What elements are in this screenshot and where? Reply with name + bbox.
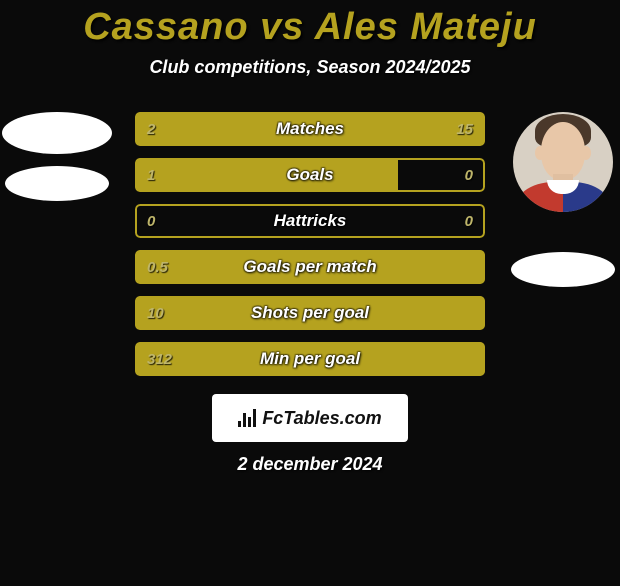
stat-value-left: 0.5 (147, 250, 168, 284)
player1-avatar (2, 112, 112, 154)
stat-row: Matches2 15 (135, 112, 485, 146)
stat-value-left: 312 (147, 342, 172, 376)
player1-column (2, 112, 112, 201)
stat-value-right: 0 (465, 204, 473, 238)
stat-label: Shots per goal (135, 296, 485, 330)
stat-row: Hattricks0 0 (135, 204, 485, 238)
stat-label: Min per goal (135, 342, 485, 376)
player2-column (508, 112, 618, 287)
stat-value-right: 15 (456, 112, 473, 146)
footer-date: 2 december 2024 (0, 454, 620, 475)
player2-club-badge (511, 252, 615, 287)
vs-separator: vs (260, 6, 304, 48)
stat-bars: Matches215Goals10Hattricks00Goals per ma… (135, 112, 485, 376)
stat-row: Shots per goal10 (135, 296, 485, 330)
comparison-area: Matches215Goals10Hattricks00Goals per ma… (0, 112, 620, 376)
subtitle: Club competitions, Season 2024/2025 (0, 57, 620, 78)
stat-value-left: 0 (147, 204, 155, 238)
player1-name: Cassano (83, 6, 248, 48)
stat-value-left: 10 (147, 296, 164, 330)
player1-club-badge (5, 166, 109, 201)
stat-label: Hattricks (135, 204, 485, 238)
player2-name: Ales Mateju (315, 6, 537, 48)
stat-label: Goals (135, 158, 485, 192)
stat-value-left: 1 (147, 158, 155, 192)
stat-label: Matches (135, 112, 485, 146)
stat-row: Goals1 0 (135, 158, 485, 192)
attribution-text: FcTables.com (262, 408, 381, 429)
stat-label: Goals per match (135, 250, 485, 284)
stat-row: Goals per match0.5 (135, 250, 485, 284)
player2-avatar (513, 112, 613, 212)
attribution-badge: FcTables.com (212, 394, 408, 442)
stat-value-right: 0 (465, 158, 473, 192)
vs-title: Cassano vs Ales Mateju (0, 6, 620, 49)
stat-row: Min per goal312 (135, 342, 485, 376)
stat-value-left: 2 (147, 112, 155, 146)
chart-icon (238, 409, 256, 427)
